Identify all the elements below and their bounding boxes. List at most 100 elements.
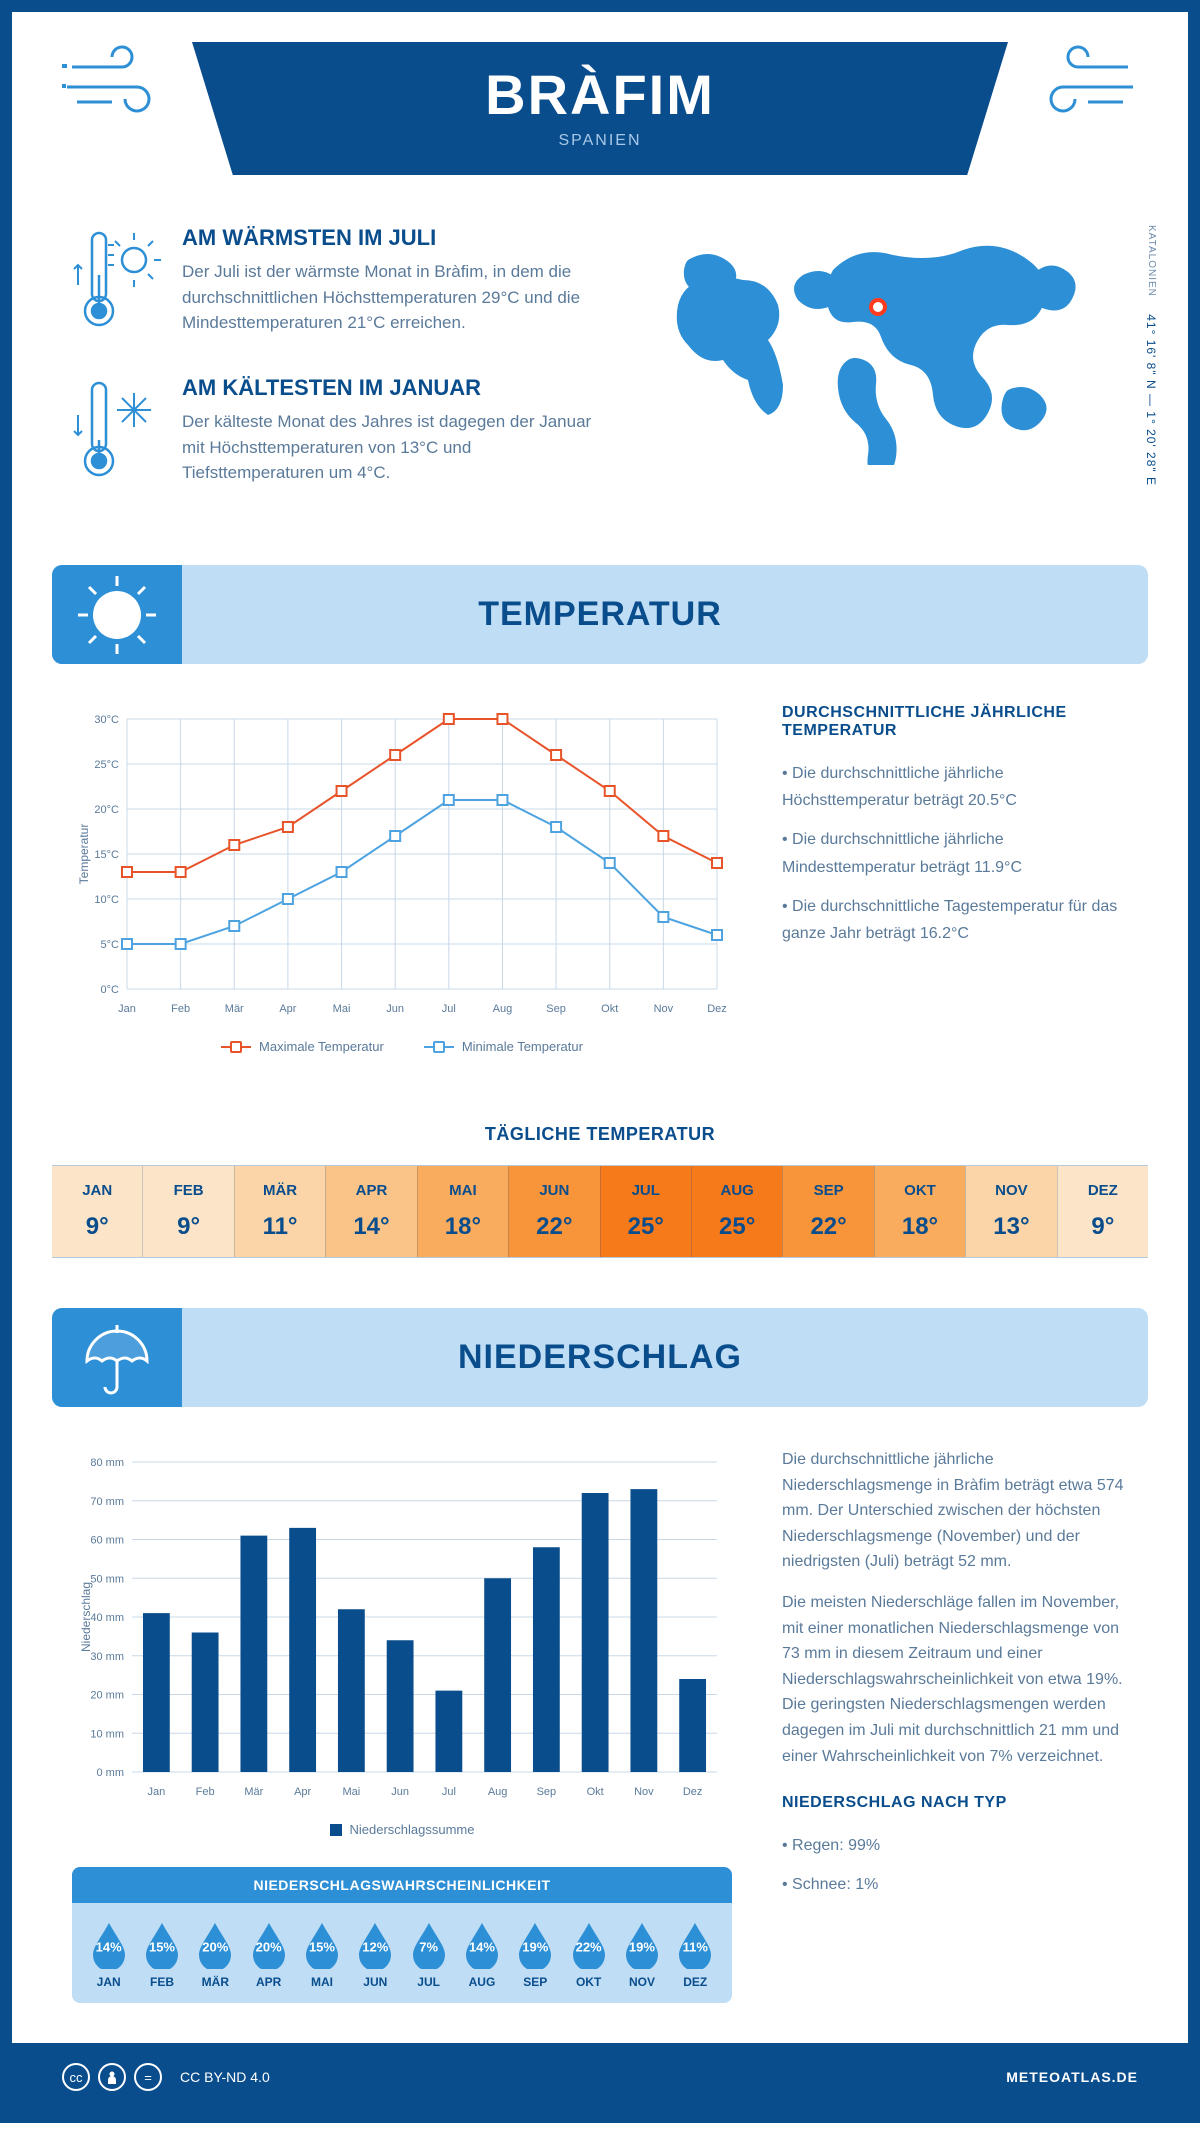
- svg-text:Mär: Mär: [225, 1003, 244, 1015]
- svg-text:80 mm: 80 mm: [90, 1457, 124, 1469]
- daily-temp-table: JAN9°FEB9°MÄR11°APR14°MAI18°JUN22°JUL25°…: [52, 1165, 1148, 1258]
- coords-text: 41° 16' 8" N — 1° 20' 28" E: [1144, 314, 1158, 486]
- prob-cell: 19%NOV: [615, 1921, 668, 1989]
- svg-text:Feb: Feb: [196, 1786, 215, 1798]
- svg-text:Apr: Apr: [294, 1786, 311, 1798]
- svg-text:25°C: 25°C: [94, 759, 119, 771]
- temperature-line-chart: 0°C5°C10°C15°C20°C25°C30°CJanFebMärAprMa…: [72, 704, 732, 1024]
- precip-text-2: Die meisten Niederschläge fallen im Nove…: [782, 1590, 1128, 1769]
- temp-legend: Maximale Temperatur Minimale Temperatur: [72, 1039, 732, 1054]
- svg-text:Mär: Mär: [244, 1786, 263, 1798]
- precip-legend-label: Niederschlagssumme: [350, 1822, 475, 1837]
- legend-min-label: Minimale Temperatur: [462, 1039, 583, 1054]
- temp-table-cell: FEB9°: [142, 1166, 233, 1257]
- country-subtitle: SPANIEN: [192, 132, 1008, 150]
- coordinates: KATALONIEN 41° 16' 8" N — 1° 20' 28" E: [1144, 225, 1158, 486]
- warmest-text: Der Juli ist der wärmste Monat in Bràfim…: [182, 259, 608, 336]
- svg-text:Okt: Okt: [587, 1786, 604, 1798]
- svg-text:50 mm: 50 mm: [90, 1573, 124, 1585]
- nd-icon: =: [134, 2063, 162, 2091]
- prob-cell: 14%AUG: [455, 1921, 508, 1989]
- map-marker: [869, 298, 887, 316]
- svg-text:Mai: Mai: [343, 1786, 361, 1798]
- svg-text:Jan: Jan: [118, 1003, 136, 1015]
- svg-text:0°C: 0°C: [101, 984, 120, 996]
- prob-cell: 19%SEP: [509, 1921, 562, 1989]
- svg-text:Apr: Apr: [279, 1003, 296, 1015]
- svg-text:Mai: Mai: [333, 1003, 351, 1015]
- svg-text:0 mm: 0 mm: [97, 1767, 125, 1779]
- temperature-section-header: TEMPERATUR: [52, 565, 1148, 664]
- temperature-heading: TEMPERATUR: [52, 595, 1148, 634]
- temperature-body: 0°C5°C10°C15°C20°C25°C30°CJanFebMärAprMa…: [12, 664, 1188, 1094]
- svg-text:Okt: Okt: [601, 1003, 618, 1015]
- by-icon: [98, 2063, 126, 2091]
- svg-text:Niederschlag: Niederschlag: [79, 1582, 93, 1652]
- temp-bullet: • Die durchschnittliche jährliche Mindes…: [782, 826, 1128, 880]
- site-name: METEOATLAS.DE: [1006, 2069, 1138, 2085]
- svg-text:20 mm: 20 mm: [90, 1690, 124, 1702]
- thermometer-snow-icon: [72, 375, 162, 490]
- thermometer-sun-icon: [72, 225, 162, 340]
- world-map: [648, 225, 1128, 465]
- precip-type-bullet: • Schnee: 1%: [782, 1871, 1128, 1898]
- coldest-text: Der kälteste Monat des Jahres ist dagege…: [182, 409, 608, 486]
- prob-title: NIEDERSCHLAGSWAHRSCHEINLICHKEIT: [72, 1867, 732, 1903]
- legend-max-label: Maximale Temperatur: [259, 1039, 384, 1054]
- daily-temp-title: TÄGLICHE TEMPERATUR: [12, 1124, 1188, 1145]
- precip-heading: NIEDERSCHLAG: [52, 1338, 1148, 1377]
- svg-text:Jun: Jun: [391, 1786, 409, 1798]
- coldest-title: AM KÄLTESTEN IM JANUAR: [182, 375, 608, 401]
- svg-text:Nov: Nov: [654, 1003, 674, 1015]
- svg-text:Sep: Sep: [546, 1003, 566, 1015]
- prob-cell: 11%DEZ: [669, 1921, 722, 1989]
- svg-text:Jul: Jul: [442, 1003, 456, 1015]
- svg-text:20°C: 20°C: [94, 804, 119, 816]
- prob-cell: 12%JUN: [349, 1921, 402, 1989]
- precip-legend: Niederschlagssumme: [72, 1822, 732, 1837]
- precip-text-1: Die durchschnittliche jährliche Niedersc…: [782, 1447, 1128, 1575]
- warmest-title: AM WÄRMSTEN IM JULI: [182, 225, 608, 251]
- svg-text:Sep: Sep: [537, 1786, 557, 1798]
- svg-text:Aug: Aug: [493, 1003, 513, 1015]
- prob-cell: 15%MAI: [295, 1921, 348, 1989]
- temp-table-cell: APR14°: [325, 1166, 416, 1257]
- svg-text:Nov: Nov: [634, 1786, 654, 1798]
- prob-cell: 14%JAN: [82, 1921, 135, 1989]
- region-label: KATALONIEN: [1146, 225, 1157, 297]
- footer: cc = CC BY-ND 4.0 METEOATLAS.DE: [12, 2043, 1188, 2111]
- temp-bullet: • Die durchschnittliche Tagestemperatur …: [782, 893, 1128, 947]
- svg-text:Dez: Dez: [683, 1786, 703, 1798]
- svg-text:10 mm: 10 mm: [90, 1728, 124, 1740]
- coldest-fact: AM KÄLTESTEN IM JANUAR Der kälteste Mona…: [72, 375, 608, 490]
- prob-cell: 20%MÄR: [189, 1921, 242, 1989]
- cc-icon: cc: [62, 2063, 90, 2091]
- temp-table-cell: NOV13°: [965, 1166, 1056, 1257]
- svg-text:Jul: Jul: [442, 1786, 456, 1798]
- svg-text:70 mm: 70 mm: [90, 1496, 124, 1508]
- svg-text:Jan: Jan: [148, 1786, 166, 1798]
- svg-text:30°C: 30°C: [94, 714, 119, 726]
- prob-cell: 22%OKT: [562, 1921, 615, 1989]
- temp-table-cell: DEZ9°: [1057, 1166, 1148, 1257]
- prob-cell: 7%JUL: [402, 1921, 455, 1989]
- temp-table-cell: SEP22°: [782, 1166, 873, 1257]
- temp-table-cell: JUN22°: [508, 1166, 599, 1257]
- prob-cell: 20%APR: [242, 1921, 295, 1989]
- precipitation-bar-chart: 0 mm10 mm20 mm30 mm40 mm50 mm60 mm70 mm8…: [72, 1447, 732, 1807]
- header: BRÀFIM SPANIEN: [12, 12, 1188, 195]
- license-text: CC BY-ND 4.0: [180, 2069, 270, 2085]
- precip-type-bullet: • Regen: 99%: [782, 1832, 1128, 1859]
- sun-icon: [52, 565, 182, 664]
- svg-text:Temperatur: Temperatur: [77, 824, 91, 885]
- wind-icon: [1028, 42, 1138, 127]
- prob-cell: 15%FEB: [135, 1921, 188, 1989]
- svg-text:10°C: 10°C: [94, 894, 119, 906]
- temp-table-cell: JUL25°: [600, 1166, 691, 1257]
- temp-side-title: DURCHSCHNITTLICHE JÄHRLICHE TEMPERATUR: [782, 704, 1128, 740]
- svg-text:Jun: Jun: [386, 1003, 404, 1015]
- temp-table-cell: OKT18°: [874, 1166, 965, 1257]
- precip-section-header: NIEDERSCHLAG: [52, 1308, 1148, 1407]
- svg-text:Aug: Aug: [488, 1786, 508, 1798]
- svg-text:15°C: 15°C: [94, 849, 119, 861]
